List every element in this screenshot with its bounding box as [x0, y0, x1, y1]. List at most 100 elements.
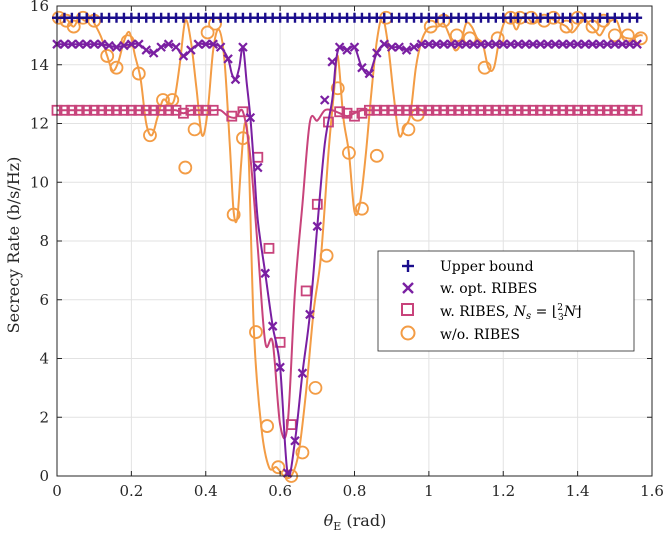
data-point [468, 39, 479, 49]
data-point [263, 242, 275, 254]
data-point [103, 104, 115, 116]
data-point [356, 107, 368, 119]
data-point [111, 104, 122, 116]
data-point [579, 104, 591, 116]
data-point [520, 39, 531, 49]
legend-label-ribes-prefix: w. RIBES, [440, 304, 514, 320]
data-point [633, 31, 648, 46]
x-tick-label: 0.4 [194, 482, 218, 500]
data-point [594, 104, 606, 116]
data-point [386, 42, 397, 52]
data-point [148, 48, 159, 58]
data-point [125, 104, 137, 116]
data-point [550, 39, 561, 49]
data-point [475, 104, 487, 116]
data-point [401, 122, 416, 137]
series-line [56, 108, 638, 440]
data-point [430, 104, 442, 116]
data-point [67, 39, 77, 49]
data-point [601, 104, 613, 116]
series-w-ribes-n-s-2-3-n [51, 104, 643, 440]
legend-marker-wo-ribes [400, 325, 416, 341]
data-point [461, 39, 471, 49]
data-point [223, 54, 233, 64]
data-point [401, 104, 412, 116]
data-point [319, 95, 330, 105]
data-point [468, 104, 479, 116]
data-point [596, 13, 611, 28]
data-point [477, 60, 492, 75]
data-point [96, 104, 108, 116]
data-point [491, 39, 501, 49]
data-point [111, 42, 122, 52]
data-point [616, 104, 628, 116]
data-point [355, 201, 369, 216]
data-point [312, 221, 323, 232]
y-tick-label: 6 [39, 291, 49, 309]
data-point [453, 104, 465, 116]
y-tick-label: 14 [30, 56, 49, 74]
data-point [226, 110, 238, 122]
data-point [393, 104, 405, 116]
data-point [88, 104, 100, 116]
data-point [81, 39, 92, 49]
data-point [595, 39, 605, 49]
data-point [557, 104, 569, 116]
data-point [327, 57, 337, 67]
data-point [505, 39, 516, 49]
y-tick-label: 12 [30, 115, 49, 133]
data-point [330, 81, 345, 96]
data-point [386, 104, 398, 116]
data-point [178, 51, 189, 61]
x-tick-label: 0.2 [119, 482, 143, 500]
data-point [305, 309, 315, 320]
data-point [96, 39, 107, 49]
data-point [528, 39, 538, 49]
data-point [542, 104, 554, 116]
data-point [535, 104, 546, 116]
x-tick-label: 1.2 [491, 482, 515, 500]
data-point [66, 104, 78, 116]
x-axis-label-main: θ [324, 511, 334, 530]
data-point [408, 104, 420, 116]
data-point [109, 60, 124, 75]
data-point [401, 45, 412, 55]
y-tick-label: 2 [39, 408, 49, 426]
data-point [349, 110, 360, 122]
data-point [631, 104, 643, 116]
data-point [260, 419, 275, 433]
data-point [490, 104, 502, 116]
data-point [334, 106, 346, 118]
legend-label-ribes-N: N [513, 304, 527, 320]
data-point [74, 39, 85, 49]
data-point [119, 40, 129, 51]
data-point [498, 39, 509, 49]
data-point [341, 107, 353, 119]
data-point [59, 39, 70, 49]
data-point [609, 104, 621, 116]
legend-label-ribes-ns: w. RIBES, Ns = ⌊2 3N⌋ [440, 303, 581, 323]
data-point [207, 104, 219, 116]
legend-label-upper-bound: Upper bound [440, 259, 534, 275]
data-point [537, 13, 552, 28]
data-point [497, 104, 509, 116]
data-point [379, 39, 390, 49]
data-point [438, 104, 450, 116]
data-point [300, 285, 312, 297]
data-point [155, 104, 167, 116]
data-point [409, 42, 419, 52]
data-point [334, 42, 345, 52]
data-point [549, 104, 561, 116]
data-point [271, 460, 286, 475]
data-point [200, 25, 215, 40]
data-point [431, 39, 442, 49]
x-tick-label: 1.6 [640, 482, 664, 500]
data-point [543, 39, 553, 49]
data-point [163, 39, 174, 49]
data-point [163, 104, 174, 116]
data-point [342, 145, 356, 160]
data-point [104, 40, 114, 51]
legend-label-ribes-N2: N [563, 304, 577, 320]
data-point [453, 39, 464, 49]
